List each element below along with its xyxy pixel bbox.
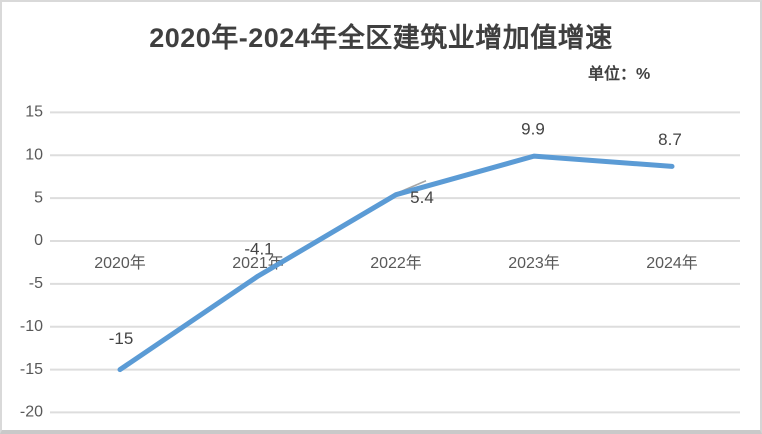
y-tick-label: 10 [25,147,43,164]
data-label: -15 [109,329,134,348]
y-tick-label: 5 [34,189,43,206]
x-category-label: 2020年 [94,254,146,272]
data-label: 5.4 [410,188,434,207]
x-category-label: 2023年 [508,254,560,272]
y-tick-label: 0 [34,232,43,249]
unit-label: 单位：% [588,66,651,83]
x-category-label: 2024年 [646,254,698,272]
y-tick-label: -20 [20,404,43,421]
y-tick-label: 15 [25,104,43,121]
y-tick-label: -10 [20,318,43,335]
data-label: 8.7 [658,130,682,149]
data-label: 9.9 [521,120,545,139]
x-category-label: 2022年 [370,254,422,272]
chart-title: 2020年-2024年全区建筑业增加值增速 [149,23,613,53]
y-tick-label: -5 [29,275,43,292]
y-tick-label: -15 [20,361,43,378]
data-series-line [117,153,675,373]
data-label: -4.1 [244,240,273,259]
